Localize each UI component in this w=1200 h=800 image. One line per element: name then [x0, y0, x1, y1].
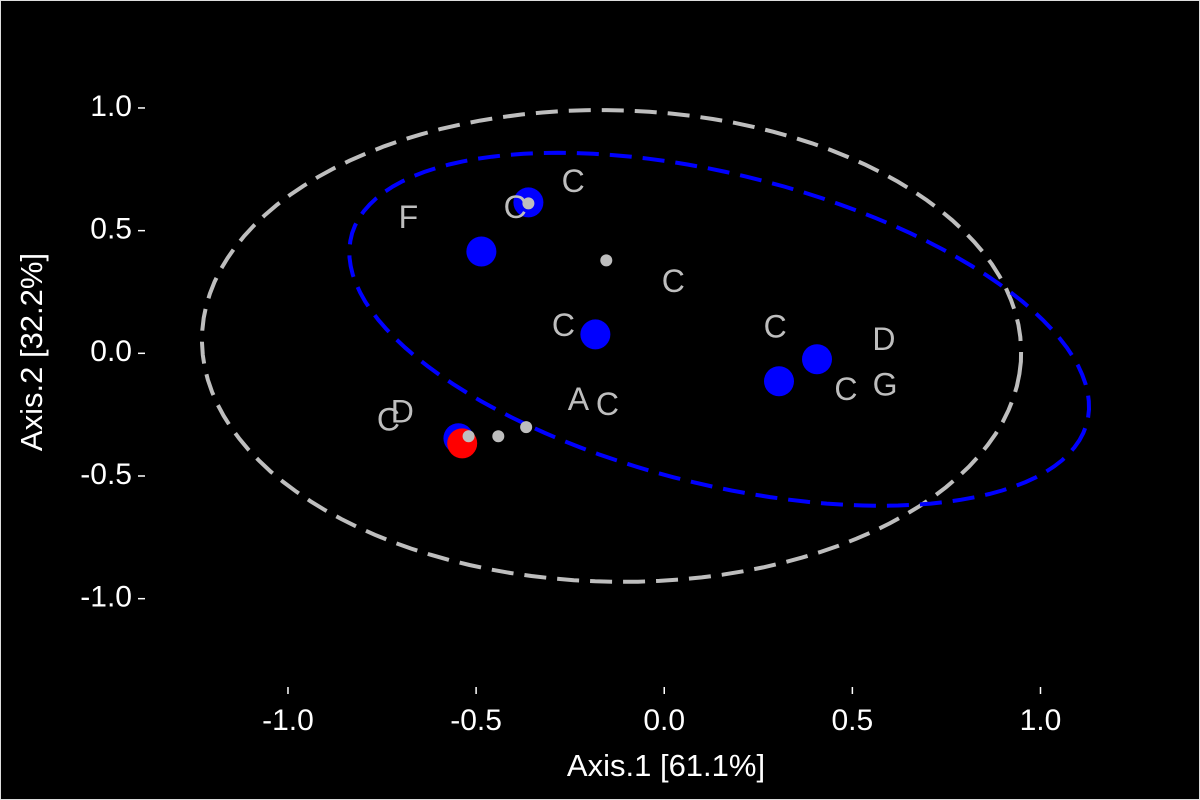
- point: [492, 430, 505, 443]
- point-label: C: [377, 402, 400, 438]
- point-label: C: [662, 263, 685, 299]
- point-label: C: [562, 163, 585, 199]
- y-axis-label: Axis.2 [32.2%]: [14, 253, 49, 451]
- x-tick-label: -0.5: [450, 704, 502, 737]
- point: [763, 366, 794, 397]
- point-label: D: [391, 394, 414, 430]
- point: [520, 421, 533, 434]
- point-label: G: [873, 367, 898, 403]
- point: [801, 344, 832, 375]
- point-label: C: [596, 386, 619, 422]
- y-tick-label: 0.0: [90, 335, 132, 368]
- point-label: C: [764, 309, 787, 345]
- ellipse: [347, 150, 1092, 508]
- point-label: C: [504, 189, 527, 225]
- point-label: C: [834, 371, 857, 407]
- y-tick-label: 0.5: [90, 213, 132, 246]
- x-tick-label: -1.0: [262, 704, 314, 737]
- ellipse: [199, 108, 1024, 584]
- point-label: C: [552, 307, 575, 343]
- x-axis-label: Axis.1 [61.1%]: [567, 748, 765, 783]
- x-tick-label: 1.0: [1020, 704, 1062, 737]
- x-tick-label: 0.0: [643, 704, 685, 737]
- point-label: F: [399, 199, 419, 235]
- point: [600, 254, 613, 267]
- point-label: A: [568, 381, 590, 417]
- y-tick-label: 1.0: [90, 90, 132, 123]
- point: [462, 430, 475, 443]
- x-tick-label: 0.5: [832, 704, 874, 737]
- point-label: D: [872, 321, 895, 357]
- point: [522, 197, 535, 210]
- point: [580, 319, 611, 350]
- y-tick-label: -0.5: [80, 458, 132, 491]
- point: [466, 236, 497, 267]
- y-tick-label: -1.0: [80, 581, 132, 614]
